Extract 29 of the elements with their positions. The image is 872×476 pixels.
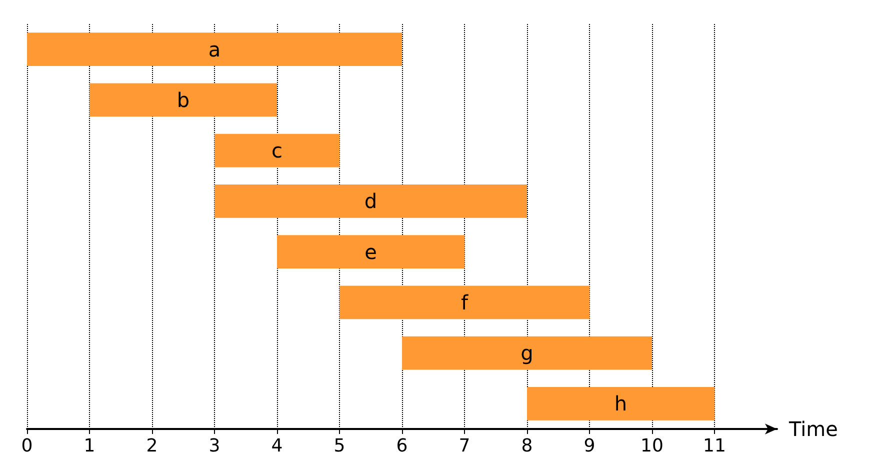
- y-tick-label: f: [460, 290, 469, 314]
- x-tick-label: 4: [271, 436, 283, 456]
- x-tick-label: 10: [640, 436, 664, 456]
- bar: [214, 184, 527, 218]
- bar: [527, 386, 714, 420]
- y-tick-label: b: [176, 88, 190, 112]
- bar: [402, 336, 652, 370]
- x-tick-label: 7: [458, 436, 470, 456]
- x-tick-label: 8: [521, 436, 533, 456]
- bar: [27, 32, 402, 66]
- y-tick-label: h: [614, 392, 628, 416]
- y-tick-label: a: [208, 37, 221, 62]
- x-tick-label: 3: [208, 436, 220, 456]
- y-tick-label: d: [364, 189, 378, 214]
- bar: [214, 134, 340, 168]
- y-tick-label: g: [520, 341, 534, 366]
- y-tick-label: e: [364, 240, 377, 264]
- x-tick-label: 9: [584, 436, 596, 456]
- x-tick-label: 11: [703, 436, 726, 456]
- x-tick-label: 2: [146, 436, 158, 456]
- x-tick-label: 1: [84, 436, 96, 456]
- bar: [340, 286, 590, 320]
- y-tick-label: c: [272, 138, 282, 163]
- bar: [90, 83, 277, 117]
- x-tick-label: 5: [334, 436, 346, 456]
- x-tick-label: 6: [396, 436, 408, 456]
- x-axis-title: Time: [788, 417, 838, 441]
- bar: [277, 235, 464, 269]
- x-tick-label: 0: [21, 436, 33, 456]
